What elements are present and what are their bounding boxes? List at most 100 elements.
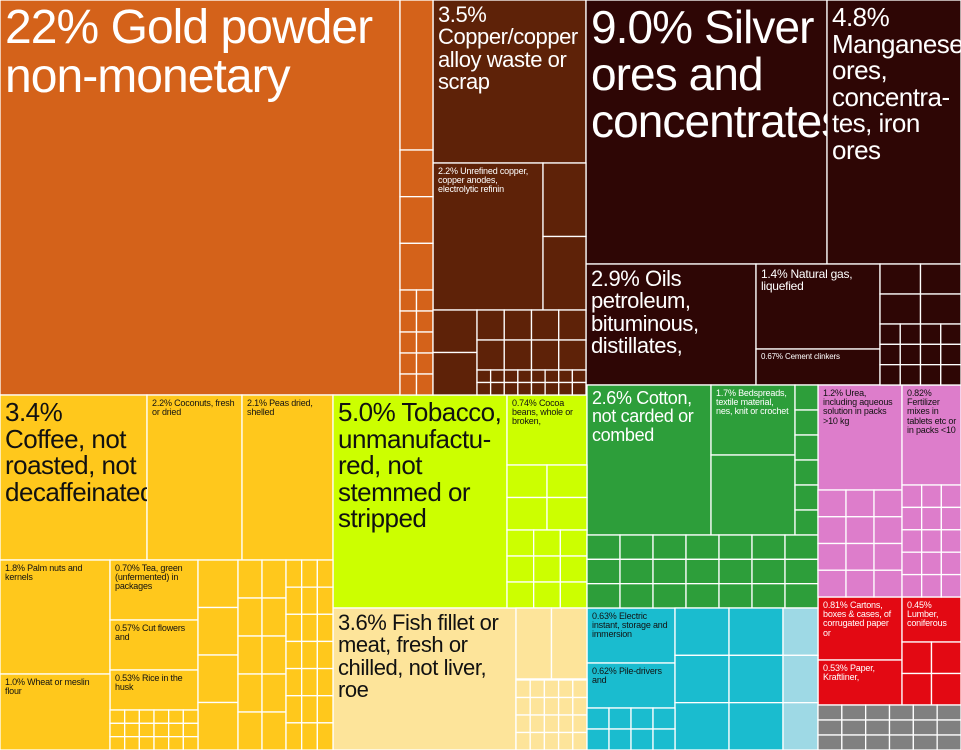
treemap-tile bbox=[432, 0, 587, 164]
treemap-tile bbox=[544, 381, 560, 396]
treemap-tile bbox=[784, 583, 819, 609]
treemap-tile bbox=[912, 719, 938, 736]
treemap-tile bbox=[503, 381, 519, 396]
treemap-tile bbox=[586, 607, 676, 664]
treemap-tile bbox=[515, 679, 531, 699]
treemap-tile bbox=[685, 534, 720, 560]
treemap-tile bbox=[728, 654, 784, 704]
treemap-tile bbox=[138, 709, 155, 724]
treemap-tile bbox=[940, 364, 961, 386]
treemap-tile bbox=[530, 381, 546, 396]
treemap-tile bbox=[817, 489, 847, 518]
treemap-tile bbox=[261, 711, 287, 750]
treemap-tile bbox=[710, 384, 796, 456]
treemap-tile bbox=[153, 736, 170, 750]
treemap-tile bbox=[865, 719, 891, 736]
treemap-tile bbox=[899, 343, 922, 366]
treemap-tile bbox=[921, 551, 942, 576]
treemap-tile bbox=[919, 263, 961, 295]
treemap-tile bbox=[558, 339, 587, 371]
treemap-tile bbox=[845, 569, 875, 598]
treemap-tile bbox=[285, 613, 303, 643]
treemap-tile bbox=[261, 635, 287, 675]
treemap-tile bbox=[865, 734, 891, 750]
treemap-tile bbox=[503, 369, 519, 384]
treemap-tile bbox=[586, 534, 621, 560]
treemap-tile bbox=[585, 0, 828, 265]
treemap-tile bbox=[261, 597, 287, 637]
treemap-tile bbox=[332, 607, 517, 750]
treemap-tile bbox=[652, 583, 687, 609]
treemap-tile bbox=[586, 707, 610, 730]
treemap-tile bbox=[841, 734, 867, 750]
treemap-tile bbox=[930, 672, 961, 706]
treemap-tile bbox=[930, 641, 961, 675]
treemap-tile bbox=[674, 654, 730, 704]
treemap-tile bbox=[542, 162, 587, 238]
treemap-tile bbox=[794, 384, 819, 411]
treemap-tile bbox=[530, 309, 560, 341]
treemap-tile bbox=[124, 709, 140, 724]
treemap-tile bbox=[543, 731, 560, 750]
treemap-tile bbox=[572, 679, 588, 699]
treemap-tile bbox=[0, 559, 111, 675]
treemap-tile bbox=[794, 484, 819, 511]
treemap-tile bbox=[237, 597, 263, 637]
treemap-tile bbox=[572, 731, 588, 750]
treemap-tile bbox=[544, 369, 560, 384]
treemap-tile bbox=[476, 309, 505, 341]
treemap-tile bbox=[543, 714, 560, 734]
treemap-tile bbox=[515, 714, 531, 734]
treemap-tile bbox=[888, 734, 914, 750]
treemap-tile bbox=[919, 343, 942, 366]
treemap-tile bbox=[301, 722, 318, 750]
treemap-tile bbox=[542, 235, 587, 311]
treemap-tile bbox=[432, 309, 478, 354]
treemap-tile bbox=[901, 573, 923, 598]
treemap-tile bbox=[674, 607, 730, 656]
treemap-tile bbox=[919, 323, 942, 345]
treemap-tile bbox=[794, 459, 819, 486]
treemap-tile bbox=[784, 558, 819, 585]
treemap-tile bbox=[652, 707, 676, 730]
treemap-tile bbox=[316, 695, 334, 724]
treemap-tile bbox=[845, 542, 875, 571]
treemap-tile bbox=[901, 672, 933, 706]
treemap-tile bbox=[919, 293, 961, 325]
treemap-tile bbox=[888, 719, 914, 736]
treemap-tile bbox=[168, 722, 184, 738]
treemap-tile bbox=[899, 364, 922, 386]
treemap-tile bbox=[873, 542, 903, 571]
treemap-tile bbox=[559, 581, 588, 609]
treemap-tile bbox=[543, 696, 560, 716]
treemap-tile bbox=[940, 323, 961, 345]
treemap-tile bbox=[529, 731, 546, 750]
treemap-tile bbox=[301, 559, 318, 588]
treemap-tile bbox=[755, 263, 881, 350]
treemap-tile bbox=[936, 719, 961, 736]
treemap-tile bbox=[558, 369, 574, 384]
treemap-tile bbox=[879, 364, 901, 386]
treemap-tile bbox=[782, 607, 819, 656]
treemap-tile bbox=[879, 343, 901, 366]
treemap-tile bbox=[630, 707, 654, 730]
treemap-tile bbox=[285, 722, 303, 750]
treemap-tile bbox=[301, 640, 318, 670]
treemap-tile bbox=[572, 714, 588, 734]
treemap-tile bbox=[559, 555, 588, 583]
treemap-tile bbox=[182, 736, 199, 750]
treemap-tile bbox=[399, 373, 418, 396]
treemap-tile bbox=[817, 704, 843, 721]
treemap-tile bbox=[237, 635, 263, 675]
treemap-tile bbox=[0, 673, 111, 750]
treemap-tile bbox=[237, 673, 263, 713]
treemap-tile bbox=[550, 607, 588, 680]
treemap-tile bbox=[782, 702, 819, 750]
treemap-tile bbox=[685, 583, 720, 609]
treemap-tile bbox=[751, 534, 786, 560]
treemap-tile bbox=[817, 569, 847, 598]
treemap-tile bbox=[109, 709, 126, 724]
treemap-tile bbox=[794, 434, 819, 461]
treemap-tile bbox=[728, 607, 784, 656]
